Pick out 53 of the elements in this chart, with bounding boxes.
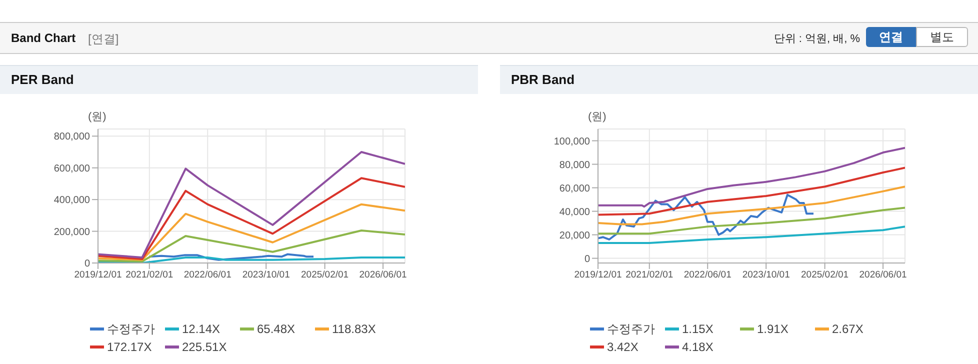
y-tick-label: 100,000 <box>554 136 590 148</box>
text: 연결 <box>866 27 916 47</box>
text: [연결] <box>88 31 119 48</box>
x-tick-label: 2021/02/01 <box>626 270 674 281</box>
legend-label: 수정주가 <box>107 322 155 336</box>
y-axis-title: (원) <box>88 110 106 124</box>
legend-label: 172.17X <box>107 340 152 354</box>
x-tick-label: 2019/12/01 <box>74 270 122 281</box>
legend-label: 3.42X <box>607 340 638 354</box>
x-tick-label: 2019/12/01 <box>574 270 622 281</box>
text: 단위 : 억원, 배, % <box>774 32 860 46</box>
y-tick-label: 200,000 <box>54 226 90 238</box>
y-tick-label: 0 <box>584 254 590 265</box>
chart-title: PER Band <box>0 65 478 94</box>
legend-label: 4.18X <box>682 340 714 354</box>
line-series <box>98 203 405 261</box>
x-tick-label: 2025/02/01 <box>301 270 349 281</box>
x-tick-label: 2026/06/01 <box>359 270 407 281</box>
x-tick-label: 2026/06/01 <box>859 270 907 281</box>
line-series <box>598 226 905 244</box>
line-series <box>598 166 905 216</box>
y-tick-label: 60,000 <box>559 183 590 194</box>
text: Band Chart <box>11 31 76 45</box>
y-tick-label: 800,000 <box>54 132 90 143</box>
legend-label: 1.91X <box>757 322 788 336</box>
text: 별도 <box>916 27 968 47</box>
y-tick-label: 80,000 <box>559 160 590 171</box>
x-tick-label: 2023/10/01 <box>742 270 790 281</box>
y-tick-label: 0 <box>84 258 90 270</box>
legend-label: 수정주가 <box>607 322 655 336</box>
y-tick-label: 400,000 <box>54 195 90 206</box>
x-tick-label: 2025/02/01 <box>801 270 849 281</box>
x-tick-label: 2022/06/01 <box>184 270 232 281</box>
y-tick-label: 600,000 <box>54 163 90 174</box>
legend-label: 2.67X <box>832 322 864 336</box>
legend-label: 65.48X <box>257 322 296 336</box>
line-series <box>98 150 405 258</box>
line-series <box>598 206 905 235</box>
legend-label: 118.83X <box>332 322 376 336</box>
chart-title: PBR Band <box>500 65 978 94</box>
y-tick-label: 20,000 <box>559 230 590 242</box>
x-tick-label: 2021/02/01 <box>126 270 174 281</box>
x-tick-label: 2023/10/01 <box>242 270 290 281</box>
line-series <box>598 186 905 226</box>
legend-label: 1.15X <box>682 322 714 336</box>
line-series <box>598 194 815 240</box>
legend-label: 12.14X <box>182 322 220 336</box>
line-series <box>98 177 405 260</box>
y-tick-label: 40,000 <box>559 206 590 218</box>
x-tick-label: 2022/06/01 <box>684 270 732 281</box>
legend-label: 225.51X <box>182 340 227 354</box>
y-axis-title: (원) <box>588 110 606 124</box>
line-series <box>598 146 905 208</box>
